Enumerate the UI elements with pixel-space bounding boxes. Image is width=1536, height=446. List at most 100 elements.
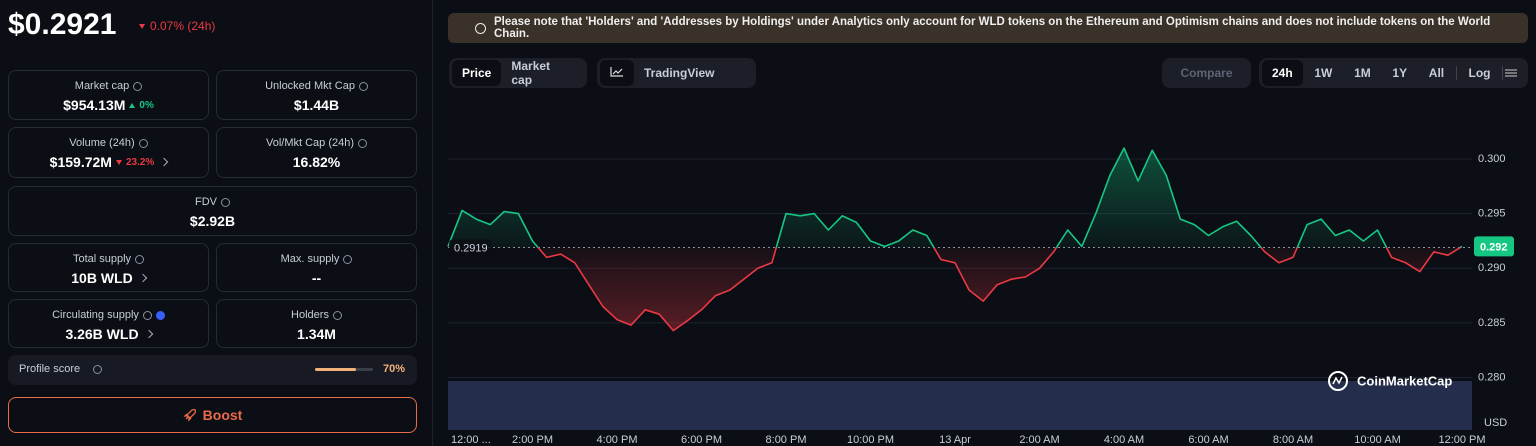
lbl: Volume (24h) — [9, 137, 208, 149]
stat-card: Market cap $954.13M 0% — [8, 70, 209, 120]
change-text: 0.07% (24h) — [150, 19, 216, 33]
text: Total supply — [72, 253, 132, 265]
line-mode[interactable] — [600, 60, 634, 86]
boost-button[interactable]: Boost — [8, 397, 417, 433]
settings-icon — [1504, 69, 1517, 77]
x-tick-label: 10:00 AM — [1354, 434, 1400, 446]
range-button[interactable]: All — [1428, 66, 1445, 80]
stat-card: Unlocked Mkt Cap $1.44B — [216, 70, 417, 120]
lbl: Holders — [217, 309, 416, 321]
lbl: Max. supply — [217, 253, 416, 265]
stat-card[interactable]: Circulating supply 3.26B WLD — [8, 299, 209, 348]
text: 16.82% — [292, 154, 341, 170]
score-bar — [315, 368, 356, 371]
x-tick-label: 13 Apr — [939, 434, 971, 446]
text: Holders — [291, 309, 329, 321]
settings[interactable] — [1504, 68, 1525, 78]
info — [142, 310, 152, 320]
y-tick-label: 0.295 — [1478, 208, 1506, 220]
info — [332, 310, 342, 320]
unit-label: USD — [1484, 417, 1507, 429]
x-tick-label: 2:00 AM — [1019, 434, 1059, 446]
text: $954.13M — [63, 97, 126, 113]
x-tick-label: 4:00 AM — [1104, 434, 1144, 446]
text: $1.44B — [293, 97, 340, 113]
x-tick-label: 12:00 PM — [1438, 434, 1485, 446]
info — [475, 22, 486, 34]
tab[interactable]: Price — [452, 60, 502, 86]
path — [610, 67, 623, 77]
y-tick-label: 0.300 — [1478, 153, 1506, 165]
tab-group: Price Market cap — [449, 58, 587, 88]
text: Boost — [202, 407, 243, 423]
tradingview[interactable]: TradingView — [644, 66, 715, 80]
tab[interactable]: Market cap — [511, 59, 551, 87]
val: 1.34M — [217, 326, 416, 342]
val: $2.92B — [9, 213, 416, 229]
stat-card: Vol/Mkt Cap (24h) 16.82% — [216, 127, 417, 178]
stat-card[interactable]: Volume (24h) $159.72M 23.2% — [8, 127, 209, 178]
x-tick-label: 6:00 PM — [681, 434, 722, 446]
x-tick-label: 12:00 ... — [451, 434, 491, 446]
text: FDV — [195, 196, 217, 208]
text: Vol/Mkt Cap (24h) — [265, 137, 355, 149]
text: 10B WLD — [71, 270, 133, 286]
volume-band — [448, 381, 1472, 430]
range-button[interactable]: 1M — [1354, 66, 1371, 80]
val: $954.13M 0% — [9, 97, 208, 113]
price-area — [448, 148, 1462, 331]
text: $2.92B — [189, 213, 236, 229]
range-group: 24h 1W 1M 1Y All Log — [1259, 58, 1528, 88]
watermark: CoinMarketCap — [1357, 373, 1452, 388]
val: -- — [217, 270, 416, 286]
text: 3.26B WLD — [65, 326, 139, 342]
price-change: 0.07% (24h) — [139, 19, 215, 33]
val: 3.26B WLD — [9, 326, 208, 342]
stat-card[interactable]: Total supply 10B WLD — [8, 243, 209, 292]
text: Profile score — [19, 363, 81, 375]
compare[interactable]: Compare — [1162, 58, 1251, 88]
text: 1.34M — [297, 326, 336, 342]
val: 16.82% — [217, 154, 416, 170]
lbl: Vol/Mkt Cap (24h) — [217, 137, 416, 149]
range-button[interactable]: 1W — [1314, 66, 1333, 80]
info — [155, 310, 165, 320]
range-button[interactable]: 1Y — [1392, 66, 1408, 80]
x-tick-label: 8:00 PM — [766, 434, 807, 446]
logo-mark — [1332, 376, 1343, 385]
price-line — [447, 147, 1463, 332]
info — [93, 365, 102, 374]
x-tick-label: 10:00 PM — [847, 434, 894, 446]
range-button[interactable]: 24h — [1262, 60, 1303, 86]
lbl: Unlocked Mkt Cap — [217, 80, 416, 92]
info — [138, 138, 148, 148]
x-tick-label: 6:00 AM — [1188, 434, 1228, 446]
line-icon — [610, 67, 623, 77]
down-arrow — [139, 23, 145, 29]
stat-card: Max. supply -- — [216, 243, 417, 292]
text: Market cap — [74, 80, 130, 92]
val: $159.72M 23.2% — [9, 154, 208, 170]
baseline-label-box — [449, 239, 491, 256]
chart-mode: TradingView — [597, 58, 756, 88]
chev — [138, 273, 147, 283]
log-button[interactable]: Log — [1468, 66, 1491, 80]
profile-score: Profile score 70% — [8, 355, 417, 385]
text: $159.72M — [49, 154, 112, 170]
text: Circulating supply — [52, 309, 139, 321]
text: 70% — [383, 363, 406, 375]
info — [135, 254, 145, 264]
x-tick-label: 4:00 PM — [597, 434, 638, 446]
val: $1.44B — [217, 97, 416, 113]
text: Please note that 'Holders' and 'Addresse… — [494, 16, 1491, 40]
path — [183, 408, 196, 422]
text: -- — [311, 270, 322, 286]
text: Max. supply — [280, 253, 340, 265]
text: 23.2% — [125, 156, 155, 168]
info — [221, 197, 230, 207]
x-tick-label: 8:00 AM — [1273, 434, 1313, 446]
chev — [160, 157, 169, 167]
info — [343, 254, 353, 264]
